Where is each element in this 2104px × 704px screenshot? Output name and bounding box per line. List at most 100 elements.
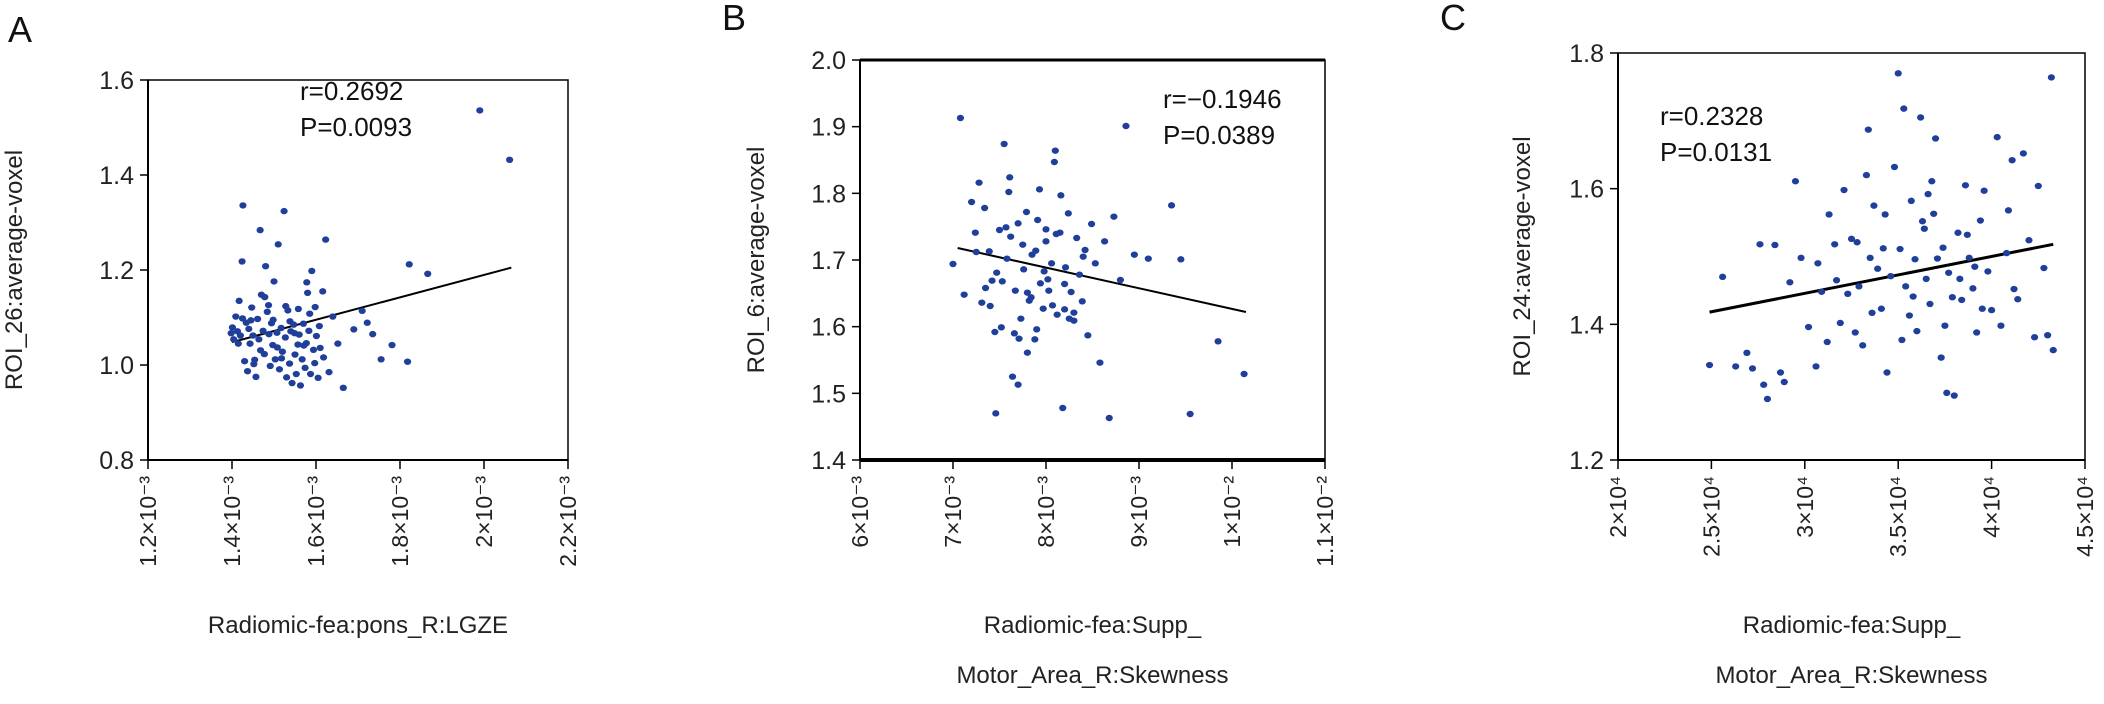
data-point: [1954, 229, 1962, 236]
data-point: [1844, 290, 1852, 298]
data-point: [269, 316, 277, 324]
data-point: [238, 258, 246, 265]
chart-panel-a: A 0.8 1.0 1.2 1.4 1.6 1.2×10⁻³ 1.4×10⁻³ 1.6×10⁻³…: [1, 9, 581, 639]
data-point: [1797, 254, 1805, 262]
data-point: [248, 304, 256, 311]
data-point: [1065, 315, 1073, 322]
data-point: [1100, 238, 1109, 245]
data-point: [1924, 190, 1932, 198]
data-point: [1894, 70, 1902, 77]
data-point: [363, 319, 371, 326]
data-point: [255, 336, 263, 343]
data-point: [1961, 182, 1970, 189]
data-point: [238, 315, 247, 322]
data-point: [2002, 249, 2011, 257]
data-point: [2010, 285, 2018, 293]
x-axis-label: Radiomic-fea:pons_R:LGZE: [208, 612, 508, 639]
data-point: [424, 270, 432, 277]
data-point: [294, 341, 302, 348]
x-tick-label: 1.8×10⁻³: [387, 476, 413, 567]
data-point: [1116, 276, 1124, 284]
data-point: [1862, 171, 1871, 179]
x-tick-label: 2×10⁴: [1605, 476, 1631, 538]
data-point: [1874, 265, 1882, 272]
p-value-label: P=0.0131: [1660, 137, 1772, 167]
y-tick-label: 1.7: [811, 247, 846, 275]
data-point: [315, 322, 323, 330]
data-point: [235, 297, 243, 305]
data-point: [306, 370, 315, 378]
data-point: [252, 373, 260, 381]
data-point: [1091, 260, 1099, 267]
data-point: [377, 356, 385, 363]
data-point: [1950, 392, 1958, 399]
data-point: [2034, 182, 2042, 190]
y-tick-label: 1.2: [1569, 447, 1604, 475]
data-point: [1075, 271, 1084, 278]
data-point: [1042, 238, 1050, 245]
data-point: [1061, 280, 1069, 288]
data-point: [1073, 234, 1081, 242]
data-point: [986, 302, 994, 310]
data-point: [998, 278, 1006, 285]
data-point: [1014, 381, 1022, 388]
data-point: [1008, 373, 1017, 380]
data-point: [1930, 210, 1938, 217]
data-point: [241, 358, 249, 365]
data-point: [309, 346, 318, 353]
data-point: [1776, 369, 1785, 376]
data-point: [262, 263, 270, 270]
data-point: [1993, 133, 2001, 141]
x-tick-label: 1.4×10⁻³: [219, 476, 245, 567]
data-point: [298, 356, 306, 363]
x-tick-label: 4×10⁴: [1979, 476, 2005, 538]
data-point: [1917, 114, 1925, 121]
data-point: [1978, 305, 1986, 312]
data-point: [319, 288, 327, 295]
data-point: [1984, 268, 1992, 275]
data-point: [1007, 233, 1015, 240]
data-point: [1836, 319, 1844, 327]
data-point: [270, 278, 278, 285]
data-point: [1823, 338, 1831, 346]
y-tick-label: 1.5: [811, 380, 846, 408]
data-point: [288, 379, 296, 387]
data-point: [971, 229, 979, 236]
data-point: [1937, 354, 1945, 361]
data-point: [1818, 288, 1826, 295]
data-point: [282, 302, 290, 310]
y-axis-label: ROI_24:average-voxel: [1509, 136, 1536, 376]
data-point: [1791, 178, 1800, 185]
data-point: [1933, 255, 1942, 262]
data-point: [1812, 363, 1820, 370]
data-point: [975, 179, 983, 186]
data-point: [1010, 330, 1018, 337]
data-point: [250, 360, 258, 368]
data-point: [291, 351, 299, 358]
data-point: [978, 299, 986, 306]
panel-letter: C: [1440, 0, 1466, 38]
data-point: [476, 107, 484, 114]
data-point: [1948, 294, 1956, 301]
data-point: [1804, 323, 1813, 331]
data-point: [2049, 346, 2057, 354]
data-point: [1920, 225, 1928, 232]
data-point: [1879, 245, 1887, 252]
data-point: [1050, 158, 1058, 166]
data-point: [1945, 269, 1953, 276]
data-point: [405, 261, 413, 268]
y-tick-label: 1.2: [99, 257, 134, 285]
chart-panel-c: C 1.2 1.4 1.6 1.8 2×10⁴ 2.5×10⁴ 3×10⁴ 3.5×10⁴ 4×1…: [1440, 0, 2098, 689]
data-point: [1831, 241, 1839, 248]
data-point: [388, 341, 396, 349]
data-point: [1756, 241, 1764, 248]
data-point: [256, 347, 265, 354]
data-point: [1006, 174, 1014, 181]
data-point: [1014, 220, 1022, 227]
data-point: [1067, 288, 1075, 296]
x-tick-label: 6×10⁻³: [847, 476, 873, 548]
y-tick-label: 0.8: [99, 447, 134, 475]
data-point: [2004, 207, 2013, 214]
data-point: [1057, 192, 1065, 199]
data-point: [1868, 309, 1876, 317]
